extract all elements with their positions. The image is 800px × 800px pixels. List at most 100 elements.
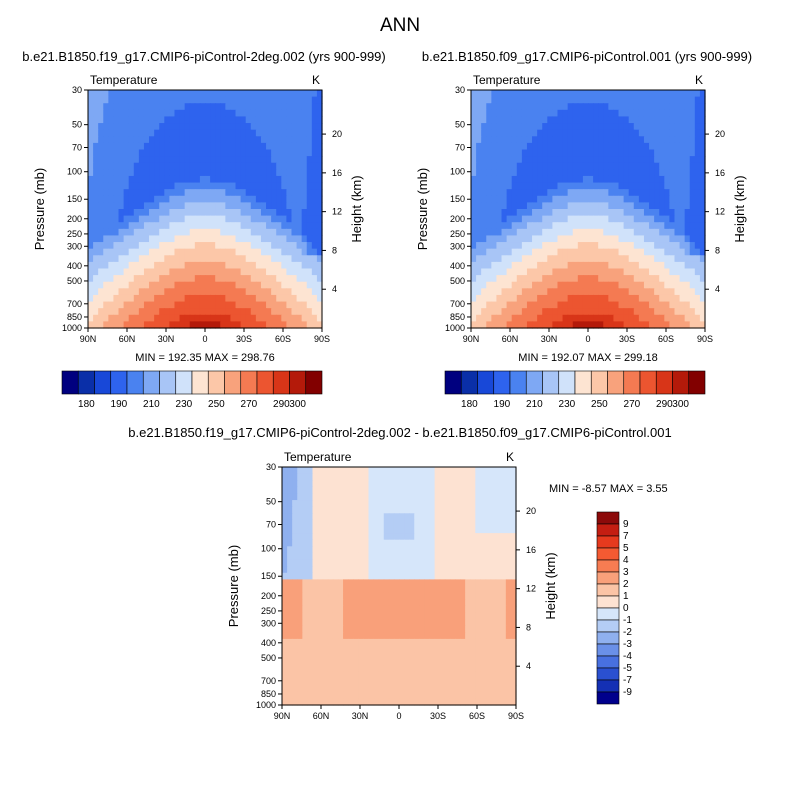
panel-2-cell bbox=[689, 248, 696, 256]
panel-1-cell bbox=[301, 123, 308, 131]
panel-1-cell bbox=[103, 116, 109, 124]
panel-1-cell bbox=[174, 182, 181, 190]
panel-3-cell bbox=[373, 486, 380, 495]
panel-1-cell bbox=[138, 123, 145, 131]
panel-3-cell bbox=[322, 599, 329, 607]
panel-3-cell bbox=[282, 625, 288, 633]
panel-1-cell bbox=[301, 268, 308, 276]
panel-2-cell bbox=[694, 268, 701, 276]
panel-2-cell bbox=[664, 109, 670, 118]
panel-3-cell bbox=[332, 579, 339, 587]
panel-2-cell bbox=[628, 162, 635, 170]
panel-2-colorbar-box bbox=[688, 370, 706, 395]
panel-1-cell bbox=[250, 96, 257, 104]
panel-2-cell bbox=[664, 222, 670, 230]
panel-2-cell bbox=[603, 268, 609, 276]
panel-1-cell bbox=[128, 142, 135, 151]
panel-1-cell bbox=[189, 96, 196, 104]
panel-3-cell bbox=[485, 506, 492, 514]
panel-1-cell bbox=[174, 90, 181, 98]
panel-3-cell bbox=[297, 658, 303, 666]
panel-1-cell bbox=[98, 149, 104, 157]
panel-3-cell bbox=[490, 599, 497, 607]
panel-2-cell bbox=[649, 288, 655, 296]
panel-1-cell bbox=[159, 275, 165, 283]
panel-1-cell bbox=[266, 242, 272, 250]
panel-3-cell bbox=[414, 678, 420, 686]
panel-1-cell bbox=[205, 129, 211, 137]
panel-2-cell bbox=[532, 222, 538, 230]
panel-3-cell bbox=[475, 566, 481, 574]
panel-2-cell bbox=[496, 268, 503, 276]
panel-3-cell bbox=[312, 467, 319, 475]
panel-2-cell bbox=[684, 129, 691, 137]
panel-2-cell bbox=[486, 268, 492, 276]
panel-1-cell bbox=[271, 268, 277, 276]
panel-3-cell bbox=[393, 566, 400, 574]
panel-3-cell bbox=[409, 605, 415, 614]
panel-2-cell bbox=[577, 222, 584, 230]
panel-2-cell bbox=[608, 129, 615, 137]
panel-1-cell bbox=[301, 142, 308, 151]
panel-1-cell bbox=[138, 136, 145, 144]
panel-1-cell bbox=[205, 103, 211, 111]
panel-3-cell bbox=[485, 605, 492, 614]
panel-3-cell bbox=[490, 572, 497, 580]
panel-2-cell bbox=[613, 314, 620, 322]
panel-1-cell bbox=[250, 275, 257, 283]
panel-3-cell bbox=[307, 579, 314, 587]
panel-1-cell bbox=[149, 182, 155, 190]
panel-2-cell bbox=[532, 308, 538, 316]
panel-2-cell bbox=[506, 235, 513, 243]
panel-3-cell bbox=[368, 671, 375, 680]
panel-2-cell bbox=[511, 248, 518, 256]
panel-1-cell bbox=[113, 109, 120, 118]
panel-3-cell bbox=[505, 678, 512, 686]
panel-1-cell bbox=[164, 281, 170, 289]
panel-1-cell bbox=[225, 129, 232, 137]
panel-2-cell bbox=[511, 215, 518, 223]
panel-2-cell bbox=[562, 182, 569, 190]
panel-2-colorbar-box bbox=[493, 370, 511, 395]
panel-1-cell bbox=[245, 149, 252, 157]
panel-3-cell bbox=[282, 652, 288, 660]
panel-1-cell bbox=[199, 96, 206, 104]
panel-1-cell bbox=[98, 136, 104, 144]
panel-1-cell bbox=[179, 195, 186, 203]
panel-3-cell bbox=[307, 486, 314, 495]
panel-3-cell bbox=[419, 552, 426, 561]
panel-1-cell bbox=[225, 123, 232, 131]
panel-2-cell bbox=[471, 202, 477, 210]
panel-2-cell bbox=[588, 248, 594, 256]
panel-1-cell bbox=[118, 261, 125, 270]
panel-1-cell bbox=[311, 308, 318, 316]
panel-3-cell bbox=[363, 592, 370, 600]
panel-1-cell bbox=[93, 116, 99, 124]
panel-2-cell bbox=[664, 156, 670, 164]
panel-2-cell bbox=[476, 129, 482, 137]
panel-1-cell bbox=[143, 215, 150, 223]
panel-2-cell bbox=[552, 301, 559, 309]
panel-2-cell bbox=[486, 149, 492, 157]
panel-2-cell bbox=[699, 149, 706, 157]
panel-2-cell bbox=[537, 301, 543, 309]
panel-2-cell bbox=[521, 301, 528, 309]
panel-3-cell bbox=[373, 678, 380, 686]
panel-3-cell bbox=[485, 592, 492, 600]
panel-1-cell bbox=[291, 169, 298, 177]
panel-1-cell bbox=[276, 228, 282, 237]
panel-2-cell bbox=[471, 248, 477, 256]
panel-1-cell bbox=[98, 162, 104, 170]
panel-1-cell bbox=[189, 123, 196, 131]
panel-2-cell bbox=[481, 195, 487, 203]
panel-1-cell bbox=[286, 281, 293, 289]
panel-2-cell bbox=[537, 215, 543, 223]
panel-1-cell bbox=[301, 294, 308, 303]
panel-3-cell bbox=[460, 546, 466, 554]
panel-3-cell bbox=[510, 625, 517, 633]
panel-3-cell bbox=[353, 533, 359, 541]
panel-3-cell bbox=[358, 486, 364, 495]
panel-2-cell bbox=[501, 189, 508, 197]
panel-1-cell bbox=[103, 275, 109, 283]
panel-1-cell bbox=[301, 242, 308, 250]
